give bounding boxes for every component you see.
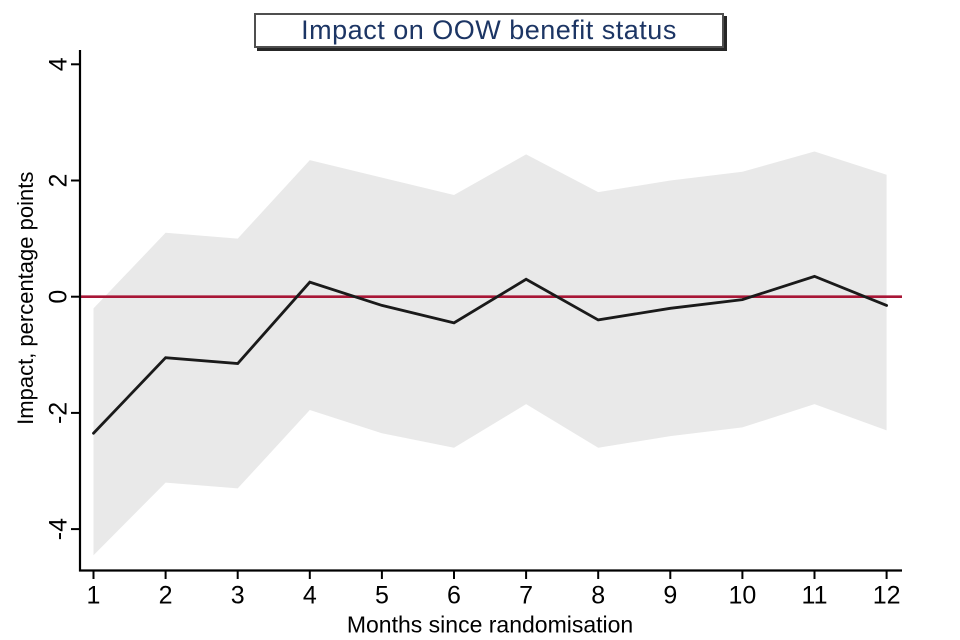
- x-tick-label: 8: [591, 582, 605, 610]
- x-tick-label: 3: [231, 582, 245, 610]
- x-tick-label: 12: [873, 582, 901, 610]
- x-tick-label: 9: [663, 582, 677, 610]
- x-tick-label: 6: [447, 582, 461, 610]
- chart-title: Impact on OOW benefit status: [301, 15, 677, 45]
- x-axis-title: Months since randomisation: [347, 612, 633, 638]
- x-tick-label: 2: [159, 582, 173, 610]
- x-tick-label: 1: [87, 582, 101, 610]
- x-tick-label: 7: [519, 582, 533, 610]
- y-axis-title: Impact, percentage points: [13, 172, 38, 425]
- y-tick-label: 2: [45, 174, 73, 188]
- x-tick-label: 5: [375, 582, 389, 610]
- y-tick-label: -4: [45, 518, 73, 540]
- confidence-band: [93, 151, 887, 556]
- x-tick-label: 10: [728, 582, 756, 610]
- y-tick-label: -2: [45, 402, 73, 424]
- y-tick-label: 0: [45, 290, 73, 304]
- y-tick-label: 4: [45, 57, 73, 71]
- chart-title-box: Impact on OOW benefit status: [254, 13, 724, 48]
- x-tick-label: 11: [802, 582, 828, 610]
- impact-line: [92, 274, 888, 435]
- x-tick-label: 4: [303, 582, 317, 610]
